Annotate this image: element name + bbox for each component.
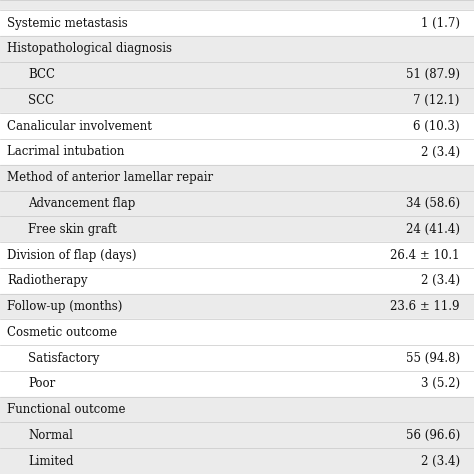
Bar [0,422,474,448]
Text: Functional outcome: Functional outcome [7,403,126,416]
Bar [0,217,474,242]
Bar [0,397,474,422]
Text: Systemic metastasis: Systemic metastasis [7,17,128,30]
Text: 51 (87.9): 51 (87.9) [406,68,460,81]
Text: 2 (3.4): 2 (3.4) [420,146,460,158]
Text: Method of anterior lamellar repair: Method of anterior lamellar repair [7,171,213,184]
Text: 55 (94.8): 55 (94.8) [406,352,460,365]
Text: 2 (3.4): 2 (3.4) [420,274,460,287]
Bar [0,371,474,397]
Bar [0,10,474,36]
Text: Lacrimal intubation: Lacrimal intubation [7,146,125,158]
Text: 24 (41.4): 24 (41.4) [406,223,460,236]
Bar [0,191,474,217]
Text: Division of flap (days): Division of flap (days) [7,248,137,262]
Bar [0,62,474,88]
Text: 56 (96.6): 56 (96.6) [406,429,460,442]
Text: SCC: SCC [28,94,55,107]
Bar [0,165,474,191]
Text: Poor: Poor [28,377,55,390]
Text: 2 (3.4): 2 (3.4) [420,455,460,468]
Bar [0,448,474,474]
Bar [0,113,474,139]
Text: Canalicular involvement: Canalicular involvement [7,120,152,133]
Text: Limited: Limited [28,455,74,468]
Text: 6 (10.3): 6 (10.3) [413,120,460,133]
Bar [0,88,474,113]
Text: BCC: BCC [28,68,55,81]
Text: 3 (5.2): 3 (5.2) [420,377,460,390]
Bar [0,0,474,10]
Text: 7 (12.1): 7 (12.1) [413,94,460,107]
Text: Satisfactory: Satisfactory [28,352,100,365]
Text: Radiotherapy: Radiotherapy [7,274,88,287]
Bar [0,268,474,294]
Text: Normal: Normal [28,429,73,442]
Text: Histopathological diagnosis: Histopathological diagnosis [7,43,172,55]
Text: Cosmetic outcome: Cosmetic outcome [7,326,117,339]
Text: 34 (58.6): 34 (58.6) [406,197,460,210]
Text: Advancement flap: Advancement flap [28,197,136,210]
Bar [0,36,474,62]
Bar [0,319,474,345]
Bar [0,242,474,268]
Text: 26.4 ± 10.1: 26.4 ± 10.1 [390,248,460,262]
Text: 23.6 ± 11.9: 23.6 ± 11.9 [390,300,460,313]
Text: Free skin graft: Free skin graft [28,223,117,236]
Bar [0,294,474,319]
Bar [0,139,474,165]
Text: 1 (1.7): 1 (1.7) [421,17,460,30]
Bar [0,345,474,371]
Text: Follow-up (months): Follow-up (months) [7,300,122,313]
